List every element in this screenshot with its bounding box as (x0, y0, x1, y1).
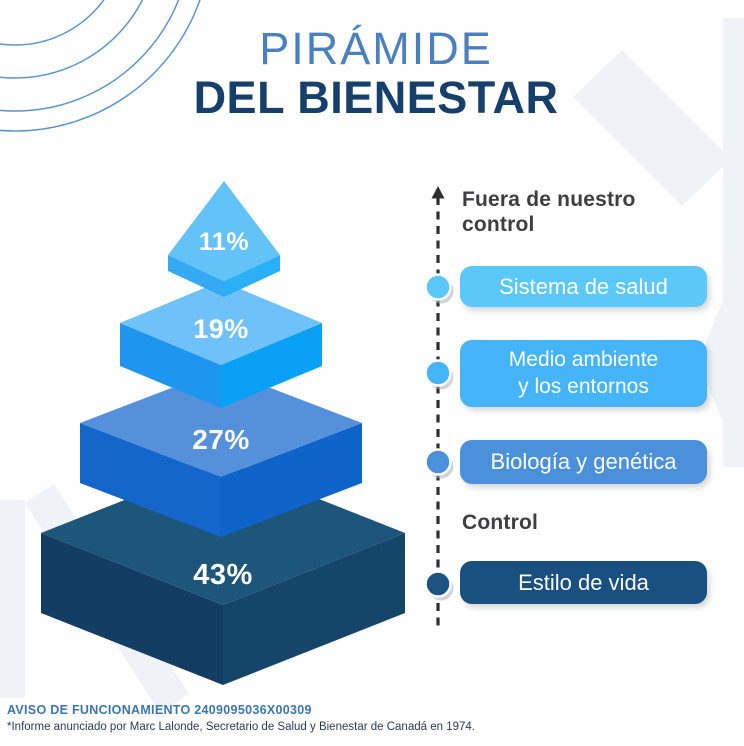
axis-heading-out-of-control: Fuera de nuestro control (462, 188, 636, 236)
label-pill-biologia-genetica: Biología y genética (460, 440, 707, 484)
title-block: PIRÁMIDE DEL BIENESTAR (4, 26, 744, 120)
pyramid-value-19: 19% (193, 314, 249, 344)
pill-text-line1: Medio ambiente (508, 348, 659, 372)
label-pill-sistema-de-salud: Sistema de salud (460, 266, 707, 307)
pyramid-layer-2: 19% (120, 281, 322, 408)
label-pill-estilo-de-vida: Estilo de vida (460, 561, 707, 604)
pill-text-line2: y los entornos (518, 374, 649, 398)
pyramid-layer-3: 27% (80, 369, 362, 537)
control-axis (431, 186, 445, 629)
timeline-dots (424, 273, 454, 601)
dot-sistema-de-salud (424, 273, 452, 301)
pyramid-value-43: 43% (193, 559, 253, 591)
pyramid-layer-1: 11% (168, 181, 280, 297)
pill-text: Estilo de vida (518, 569, 649, 595)
footer-notice: AVISO DE FUNCIONAMIENTO 2409095036X00309 (7, 703, 312, 717)
pill-text: Biología y genética (490, 449, 677, 474)
pyramid-value-11: 11% (199, 228, 249, 256)
dot-estilo-de-vida (424, 570, 452, 598)
concentric-arcs-decor (0, 0, 201, 132)
page-title-line2: DEL BIENESTAR (193, 72, 559, 123)
axis-heading-control: Control (462, 511, 539, 534)
pyramid-value-27: 27% (192, 424, 250, 455)
pill-text: Sistema de salud (499, 273, 668, 299)
arrow-up-icon (431, 186, 445, 199)
dot-medio-ambiente (424, 359, 452, 387)
page-title-line1: PIRÁMIDE (259, 23, 493, 74)
dot-biologia-genetica (424, 448, 452, 476)
label-pill-medio-ambiente: Medio ambiente y los entornos (460, 340, 707, 407)
footer-source-note: *Informe anunciado por Marc Lalonde, Sec… (7, 721, 475, 733)
